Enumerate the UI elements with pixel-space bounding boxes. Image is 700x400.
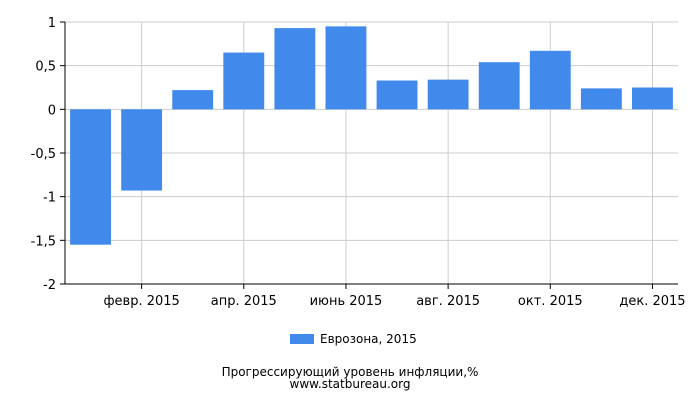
x-tick-label: дек. 2015: [619, 294, 685, 309]
chart-title: Прогрессирующий уровень инфляции,%: [221, 365, 479, 379]
axes: [60, 21, 678, 289]
legend-swatch: [290, 334, 314, 344]
x-tick-label: авг. 2015: [416, 294, 480, 309]
x-tick-label: июнь 2015: [310, 294, 383, 309]
bar: [325, 26, 367, 110]
x-tick-label: апр. 2015: [211, 294, 277, 309]
y-tick-labels: 1 0,5 0 -0,5 -1 -1,5 -2: [31, 16, 56, 293]
bar: [529, 50, 571, 110]
y-tick-label: -0,5: [31, 147, 56, 162]
bar: [632, 87, 673, 110]
bar: [427, 79, 469, 110]
x-tick-label: окт. 2015: [518, 294, 583, 309]
bars: [70, 26, 673, 245]
y-tick-label: 0,5: [35, 60, 56, 75]
legend: Еврозона, 2015: [290, 332, 417, 346]
bar: [172, 90, 214, 110]
y-tick-label: 0: [48, 103, 56, 118]
x-tick-labels: февр. 2015 апр. 2015 июнь 2015 авг. 2015 окт…: [103, 294, 685, 309]
bar: [580, 88, 622, 110]
bar: [274, 28, 316, 110]
legend-label: Еврозона, 2015: [320, 332, 417, 346]
y-tick-label: -2: [43, 278, 56, 293]
bar: [121, 109, 163, 191]
bar: [223, 52, 265, 110]
y-tick-label: 1: [48, 16, 56, 31]
y-tick-label: -1: [43, 191, 56, 206]
bar-chart: 1 0,5 0 -0,5 -1 -1,5 -2 февр. 2015 апр. 2015 июн…: [31, 16, 686, 309]
x-tick-label: февр. 2015: [103, 294, 179, 309]
bar: [70, 109, 111, 245]
bar: [478, 62, 520, 110]
bar: [376, 80, 418, 110]
chart-source: www.statbureau.org: [289, 377, 411, 391]
y-tick-label: -1,5: [31, 234, 56, 249]
